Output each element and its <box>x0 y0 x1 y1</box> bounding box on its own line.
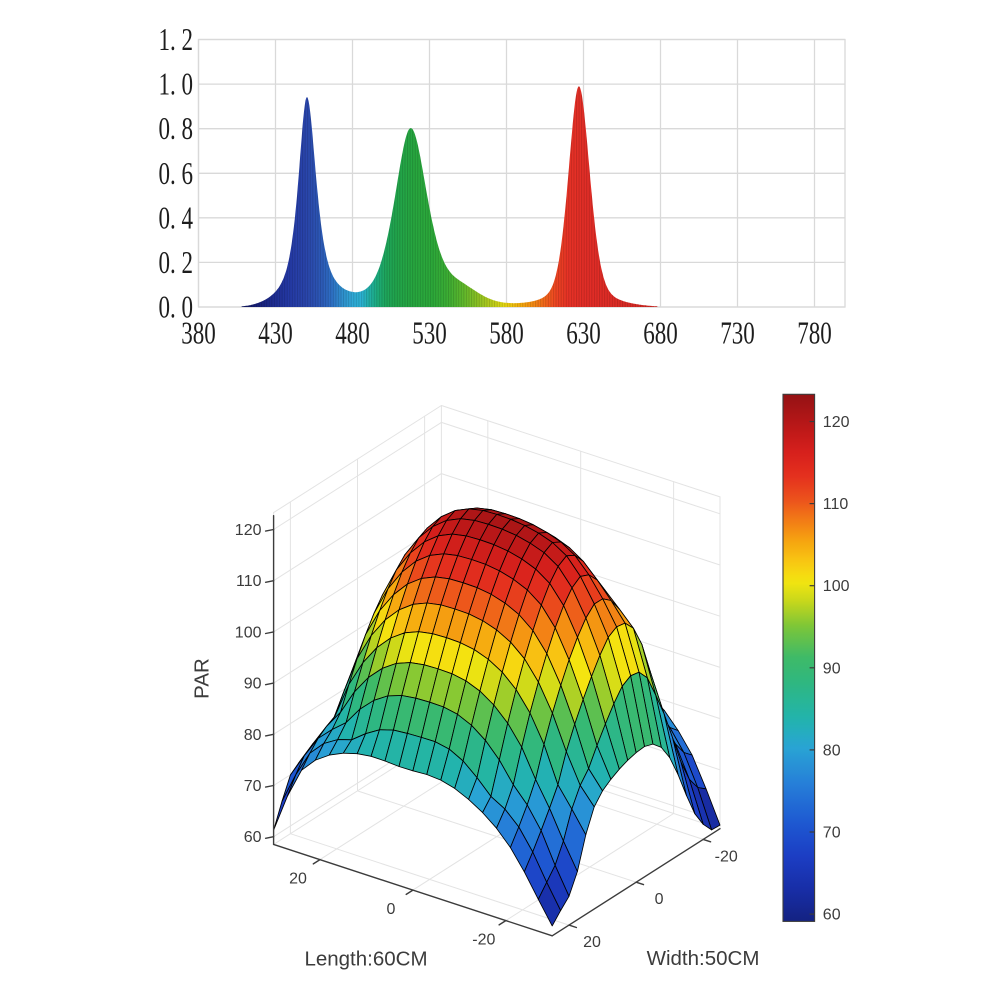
svg-text:-20: -20 <box>472 932 495 949</box>
svg-text:Width:50CM: Width:50CM <box>647 947 760 970</box>
svg-text:110: 110 <box>236 573 262 590</box>
svg-text:0. 6: 0. 6 <box>158 156 193 192</box>
svg-text:730: 730 <box>720 316 755 352</box>
svg-text:80: 80 <box>244 727 262 744</box>
svg-text:0: 0 <box>655 891 664 908</box>
svg-text:70: 70 <box>823 825 841 842</box>
svg-text:90: 90 <box>244 676 262 693</box>
svg-text:1. 2: 1. 2 <box>158 22 193 58</box>
svg-text:120: 120 <box>235 522 262 539</box>
svg-text:60: 60 <box>823 907 841 924</box>
svg-text:680: 680 <box>643 316 678 352</box>
svg-text:780: 780 <box>797 316 832 352</box>
svg-text:630: 630 <box>566 316 601 352</box>
svg-text:430: 430 <box>258 316 293 352</box>
svg-text:-20: -20 <box>715 848 738 865</box>
svg-text:0. 2: 0. 2 <box>158 245 193 281</box>
svg-text:100: 100 <box>235 624 262 641</box>
svg-text:120: 120 <box>823 414 850 431</box>
svg-text:530: 530 <box>412 316 447 352</box>
svg-text:480: 480 <box>335 316 370 352</box>
svg-text:0: 0 <box>386 901 395 918</box>
svg-text:100: 100 <box>823 578 850 595</box>
svg-text:110: 110 <box>823 496 849 513</box>
svg-text:1. 0: 1. 0 <box>158 67 193 103</box>
svg-text:380: 380 <box>181 316 216 352</box>
svg-text:90: 90 <box>823 660 841 677</box>
svg-text:PAR: PAR <box>191 658 214 699</box>
svg-text:0. 4: 0. 4 <box>158 201 193 237</box>
svg-text:Length:60CM: Length:60CM <box>304 948 427 971</box>
svg-text:80: 80 <box>823 742 841 759</box>
svg-text:60: 60 <box>244 829 262 846</box>
svg-text:580: 580 <box>489 316 524 352</box>
svg-text:0. 8: 0. 8 <box>158 112 193 148</box>
svg-text:20: 20 <box>583 934 601 951</box>
svg-text:20: 20 <box>289 871 307 888</box>
svg-text:70: 70 <box>244 778 262 795</box>
svg-text:0. 0: 0. 0 <box>158 290 193 326</box>
